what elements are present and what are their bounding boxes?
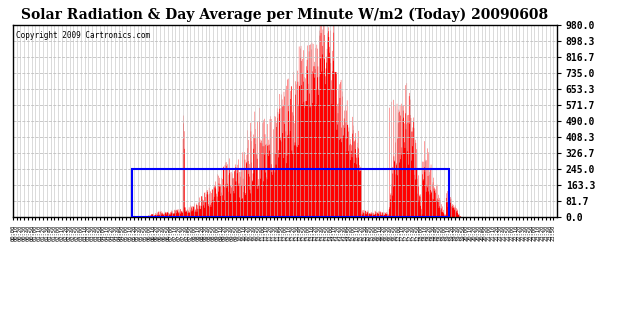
Title: Solar Radiation & Day Average per Minute W/m2 (Today) 20090608: Solar Radiation & Day Average per Minute… bbox=[21, 8, 548, 22]
Text: Copyright 2009 Cartronics.com: Copyright 2009 Cartronics.com bbox=[15, 31, 150, 40]
Bar bbox=[132, 169, 449, 217]
